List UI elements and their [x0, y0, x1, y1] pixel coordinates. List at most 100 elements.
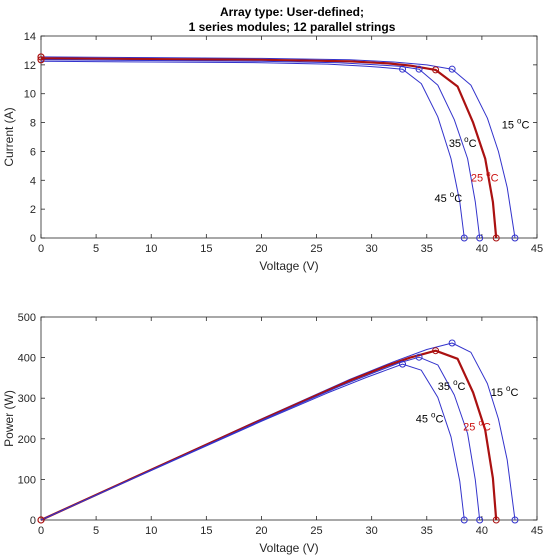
mpp-marker	[399, 360, 407, 368]
x-tick-label: 45	[531, 243, 543, 255]
annotation-degree: o	[464, 135, 469, 144]
annotation-degree: o	[486, 170, 491, 179]
x-tick-label: 0	[38, 525, 44, 537]
mpp-marker	[432, 66, 440, 74]
axes-box	[40, 316, 538, 521]
voc-marker	[476, 516, 484, 524]
annotation-value: 15	[502, 119, 517, 131]
x-tick-label: 25	[310, 243, 322, 255]
y-tick-label: 8	[30, 118, 36, 130]
temperature-annotation: 35 oC	[438, 378, 466, 393]
x-axis-label: Voltage (V)	[259, 541, 318, 555]
mpp-marker	[448, 339, 456, 347]
y-tick-label: 12	[24, 60, 36, 72]
series-line-45c	[40, 60, 465, 239]
annotation-value: 35	[449, 138, 464, 150]
x-axis-label: Voltage (V)	[259, 259, 318, 273]
y-tick-label: 100	[18, 474, 36, 486]
temperature-annotation: 35 oC	[449, 135, 477, 150]
y-tick-label: 6	[30, 146, 36, 158]
isc-marker	[37, 53, 45, 61]
voc-marker	[476, 234, 484, 242]
x-tick-label: 15	[200, 525, 212, 537]
x-tick-label: 35	[421, 243, 433, 255]
annotation-value: 15	[491, 387, 506, 399]
voc-marker	[492, 234, 500, 242]
series-line-35c	[40, 356, 481, 521]
y-tick-label: 4	[30, 175, 36, 187]
temperature-annotation: 15 oC	[491, 384, 519, 399]
isc-marker	[37, 56, 45, 64]
x-tick-label: 45	[531, 525, 543, 537]
x-tick-label: 10	[145, 525, 157, 537]
x-tick-label: 20	[255, 525, 267, 537]
mpp-marker	[448, 65, 456, 73]
chart-title-line-1: Array type: User-defined;	[220, 5, 364, 19]
annotation-degree: o	[431, 411, 436, 420]
x-tick-label: 10	[145, 243, 157, 255]
x-tick-label: 20	[255, 243, 267, 255]
y-axis-label: Current (A)	[2, 107, 16, 166]
annotation-unit: C	[510, 387, 518, 399]
series-line-15c	[40, 56, 516, 239]
x-tick-label: 5	[93, 525, 99, 537]
y-tick-label: 14	[24, 31, 36, 43]
y-tick-label: 2	[30, 204, 36, 216]
temperature-annotation: 45 oC	[434, 190, 462, 205]
voc-marker	[492, 516, 500, 524]
y-tick-label: 10	[24, 89, 36, 101]
x-tick-label: 0	[38, 243, 44, 255]
annotation-unit: C	[458, 381, 466, 393]
mpp-marker	[415, 353, 423, 361]
annotation-unit: C	[483, 422, 491, 434]
y-tick-label: 200	[18, 434, 36, 446]
voc-marker	[460, 516, 468, 524]
temperature-annotation: 25 oC	[471, 170, 499, 185]
isc-marker	[37, 516, 45, 524]
voc-marker	[511, 234, 519, 242]
annotation-value: 25	[471, 173, 486, 185]
pv-curve-plot: 0 5 10 15 20 25 30 35 40 45 0 100 200 300 400 500 Voltag…	[2, 312, 543, 555]
annotation-value: 25	[463, 422, 478, 434]
mpp-marker	[432, 347, 440, 355]
x-tick-label: 40	[476, 243, 488, 255]
x-tick-label: 35	[421, 525, 433, 537]
annotation-unit: C	[491, 173, 499, 185]
iv-curve-plot: 0 5 10 15 20 25 30 35 40 45 0 2 4 6 8 10 12 14 Voltage (V)…	[2, 31, 543, 273]
annotation-unit: C	[436, 414, 444, 426]
mpp-marker	[415, 65, 423, 73]
y-tick-label: 500	[18, 312, 36, 324]
x-tick-label: 30	[366, 525, 378, 537]
x-tick-label: 40	[476, 525, 488, 537]
x-tick-label: 15	[200, 243, 212, 255]
x-tick-label: 30	[366, 243, 378, 255]
y-tick-label: 300	[18, 393, 36, 405]
annotation-value: 45	[434, 193, 449, 205]
x-tick-label: 5	[93, 243, 99, 255]
series-line-45c	[40, 363, 465, 521]
temperature-annotation: 15 oC	[502, 116, 530, 131]
y-tick-label: 0	[30, 515, 36, 527]
voc-marker	[460, 234, 468, 242]
annotation-unit: C	[469, 138, 477, 150]
temperature-annotation: 45 oC	[416, 411, 444, 426]
chart-title-line-2: 1 series modules; 12 parallel strings	[189, 20, 396, 34]
y-axis-label: Power (W)	[2, 390, 16, 447]
x-tick-label: 25	[310, 525, 322, 537]
annotation-degree: o	[450, 190, 455, 199]
y-tick-label: 0	[30, 233, 36, 245]
axes-box	[40, 35, 538, 239]
mpp-marker	[399, 65, 407, 73]
voc-marker	[511, 516, 519, 524]
annotation-degree: o	[506, 384, 511, 393]
series-line-25c	[40, 349, 498, 522]
annotation-degree: o	[478, 419, 483, 428]
series-line-25c	[40, 57, 498, 239]
annotation-unit: C	[454, 193, 462, 205]
y-tick-label: 400	[18, 353, 36, 365]
annotation-value: 35	[438, 381, 453, 393]
annotation-unit: C	[521, 119, 529, 131]
annotation-value: 45	[416, 414, 431, 426]
temperature-annotation: 25 oC	[463, 419, 491, 434]
